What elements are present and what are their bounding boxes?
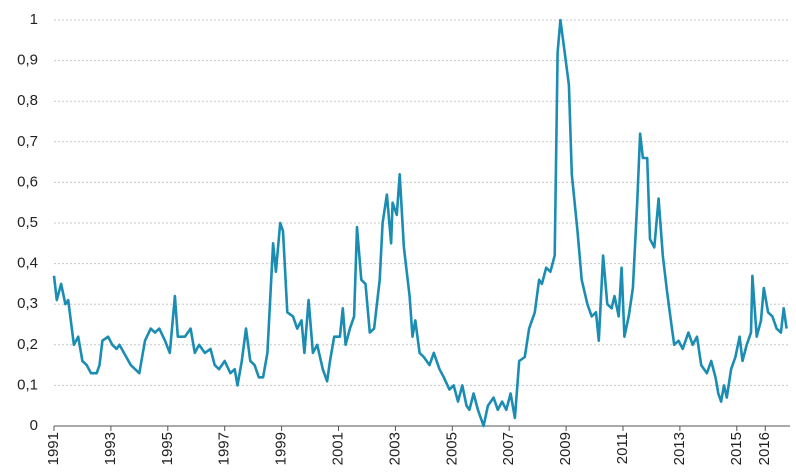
x-tick-label: 1991: [45, 432, 62, 465]
y-tick-label: 0,8: [17, 92, 38, 109]
x-tick-label: 2001: [329, 432, 346, 465]
x-tick-label: 1993: [102, 432, 119, 465]
data-line: [52, 18, 788, 428]
x-tick-label: 1995: [159, 432, 176, 465]
x-tick-label: 2003: [386, 432, 403, 465]
y-tick-label: 0,7: [17, 133, 38, 150]
y-tick-label: 0: [30, 417, 38, 434]
y-tick-label: 0,6: [17, 173, 38, 190]
y-tick-label: 0,9: [17, 52, 38, 69]
y-tick-label: 0,2: [17, 336, 38, 353]
x-tick-label: 2009: [557, 432, 574, 465]
x-tick-label: 2013: [671, 432, 688, 465]
y-tick-label: 0,4: [17, 255, 38, 272]
x-tick-label: 2011: [614, 432, 631, 464]
x-tick-label: 2007: [500, 432, 517, 465]
x-tick-label: 1999: [273, 432, 290, 465]
x-tick-label: 2016: [756, 432, 773, 465]
x-tick-label: 2005: [443, 432, 460, 465]
x-tick-label: 1997: [216, 432, 233, 465]
y-tick-label: 1: [30, 11, 38, 28]
x-tick-label: 2015: [728, 432, 745, 465]
y-tick-label: 0,3: [17, 295, 38, 312]
y-tick-label: 0,1: [17, 376, 38, 393]
y-tick-label: 0,5: [17, 214, 38, 231]
